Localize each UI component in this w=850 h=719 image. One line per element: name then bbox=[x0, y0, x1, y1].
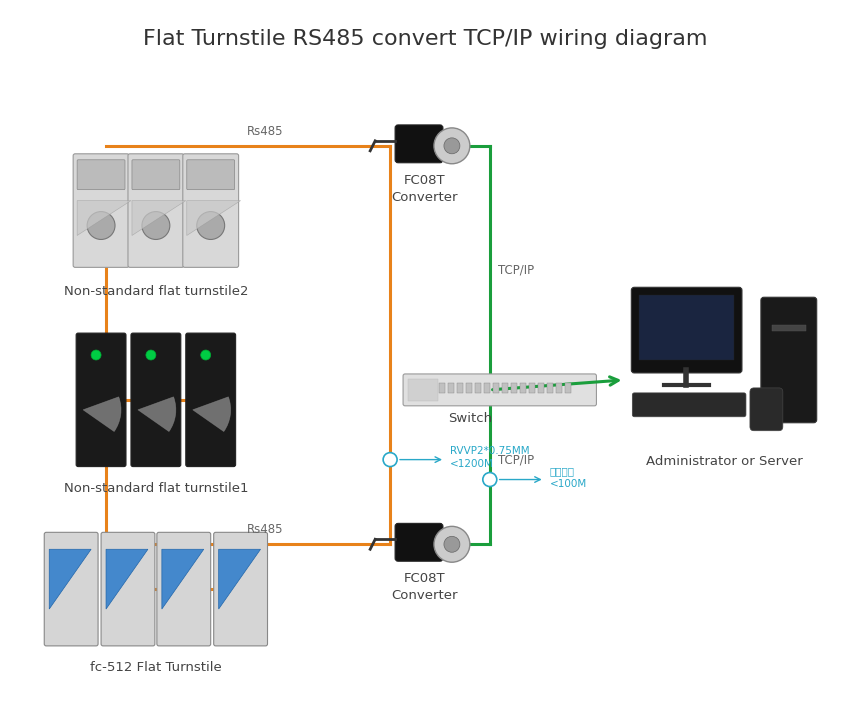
FancyBboxPatch shape bbox=[213, 532, 268, 646]
Polygon shape bbox=[187, 201, 241, 236]
Text: Rs485: Rs485 bbox=[247, 523, 284, 536]
Text: FC08T
Converter: FC08T Converter bbox=[392, 174, 458, 203]
Text: Non-standard flat turnstile1: Non-standard flat turnstile1 bbox=[64, 482, 248, 495]
Circle shape bbox=[196, 211, 224, 239]
FancyBboxPatch shape bbox=[408, 379, 438, 400]
FancyBboxPatch shape bbox=[132, 160, 180, 190]
Circle shape bbox=[383, 453, 397, 467]
Polygon shape bbox=[132, 201, 186, 236]
Text: FC08T
Converter: FC08T Converter bbox=[392, 572, 458, 603]
FancyBboxPatch shape bbox=[77, 160, 125, 190]
FancyBboxPatch shape bbox=[101, 532, 155, 646]
Text: Switch: Switch bbox=[448, 412, 492, 425]
Circle shape bbox=[87, 211, 115, 239]
FancyBboxPatch shape bbox=[187, 160, 235, 190]
Circle shape bbox=[201, 350, 211, 360]
FancyBboxPatch shape bbox=[493, 383, 499, 393]
FancyBboxPatch shape bbox=[403, 374, 597, 406]
Circle shape bbox=[444, 536, 460, 552]
FancyBboxPatch shape bbox=[564, 383, 570, 393]
Text: 五类网线
<100M: 五类网线 <100M bbox=[550, 467, 586, 489]
FancyBboxPatch shape bbox=[466, 383, 472, 393]
FancyBboxPatch shape bbox=[484, 383, 490, 393]
Circle shape bbox=[444, 138, 460, 154]
FancyBboxPatch shape bbox=[157, 532, 211, 646]
FancyBboxPatch shape bbox=[131, 333, 181, 467]
FancyBboxPatch shape bbox=[529, 383, 535, 393]
FancyBboxPatch shape bbox=[128, 154, 184, 267]
FancyBboxPatch shape bbox=[448, 383, 454, 393]
FancyBboxPatch shape bbox=[502, 383, 507, 393]
FancyBboxPatch shape bbox=[519, 383, 525, 393]
Circle shape bbox=[91, 350, 101, 360]
Text: TCP/IP: TCP/IP bbox=[498, 453, 534, 466]
FancyBboxPatch shape bbox=[457, 383, 463, 393]
FancyBboxPatch shape bbox=[395, 125, 443, 162]
Text: Flat Turnstile RS485 convert TCP/IP wiring diagram: Flat Turnstile RS485 convert TCP/IP wiri… bbox=[143, 29, 707, 49]
FancyBboxPatch shape bbox=[439, 383, 445, 393]
FancyBboxPatch shape bbox=[186, 333, 235, 467]
FancyBboxPatch shape bbox=[632, 288, 742, 373]
Text: RVVP2*0.75MM
<1200M: RVVP2*0.75MM <1200M bbox=[450, 446, 530, 469]
Wedge shape bbox=[83, 397, 121, 431]
Circle shape bbox=[142, 211, 170, 239]
FancyBboxPatch shape bbox=[538, 383, 544, 393]
FancyBboxPatch shape bbox=[73, 154, 129, 267]
Circle shape bbox=[483, 472, 496, 487]
Wedge shape bbox=[193, 397, 230, 431]
Wedge shape bbox=[138, 397, 176, 431]
Text: Administrator or Server: Administrator or Server bbox=[646, 454, 802, 467]
FancyBboxPatch shape bbox=[556, 383, 562, 393]
Text: Rs485: Rs485 bbox=[247, 125, 284, 138]
FancyBboxPatch shape bbox=[511, 383, 517, 393]
FancyBboxPatch shape bbox=[44, 532, 98, 646]
FancyBboxPatch shape bbox=[430, 383, 436, 393]
FancyBboxPatch shape bbox=[547, 383, 553, 393]
FancyBboxPatch shape bbox=[761, 297, 817, 423]
Text: TCP/IP: TCP/IP bbox=[498, 264, 534, 277]
FancyBboxPatch shape bbox=[395, 523, 443, 562]
Circle shape bbox=[146, 350, 156, 360]
FancyBboxPatch shape bbox=[76, 333, 126, 467]
Polygon shape bbox=[106, 549, 148, 609]
Polygon shape bbox=[49, 549, 91, 609]
FancyBboxPatch shape bbox=[750, 388, 783, 431]
Circle shape bbox=[434, 128, 470, 164]
Circle shape bbox=[434, 526, 470, 562]
FancyBboxPatch shape bbox=[772, 325, 806, 331]
FancyBboxPatch shape bbox=[475, 383, 481, 393]
Polygon shape bbox=[218, 549, 261, 609]
Text: fc-512 Flat Turnstile: fc-512 Flat Turnstile bbox=[90, 661, 222, 674]
FancyBboxPatch shape bbox=[639, 296, 734, 360]
FancyBboxPatch shape bbox=[183, 154, 239, 267]
Text: Non-standard flat turnstile2: Non-standard flat turnstile2 bbox=[64, 285, 248, 298]
Polygon shape bbox=[77, 201, 131, 236]
Polygon shape bbox=[162, 549, 204, 609]
FancyBboxPatch shape bbox=[632, 393, 746, 417]
